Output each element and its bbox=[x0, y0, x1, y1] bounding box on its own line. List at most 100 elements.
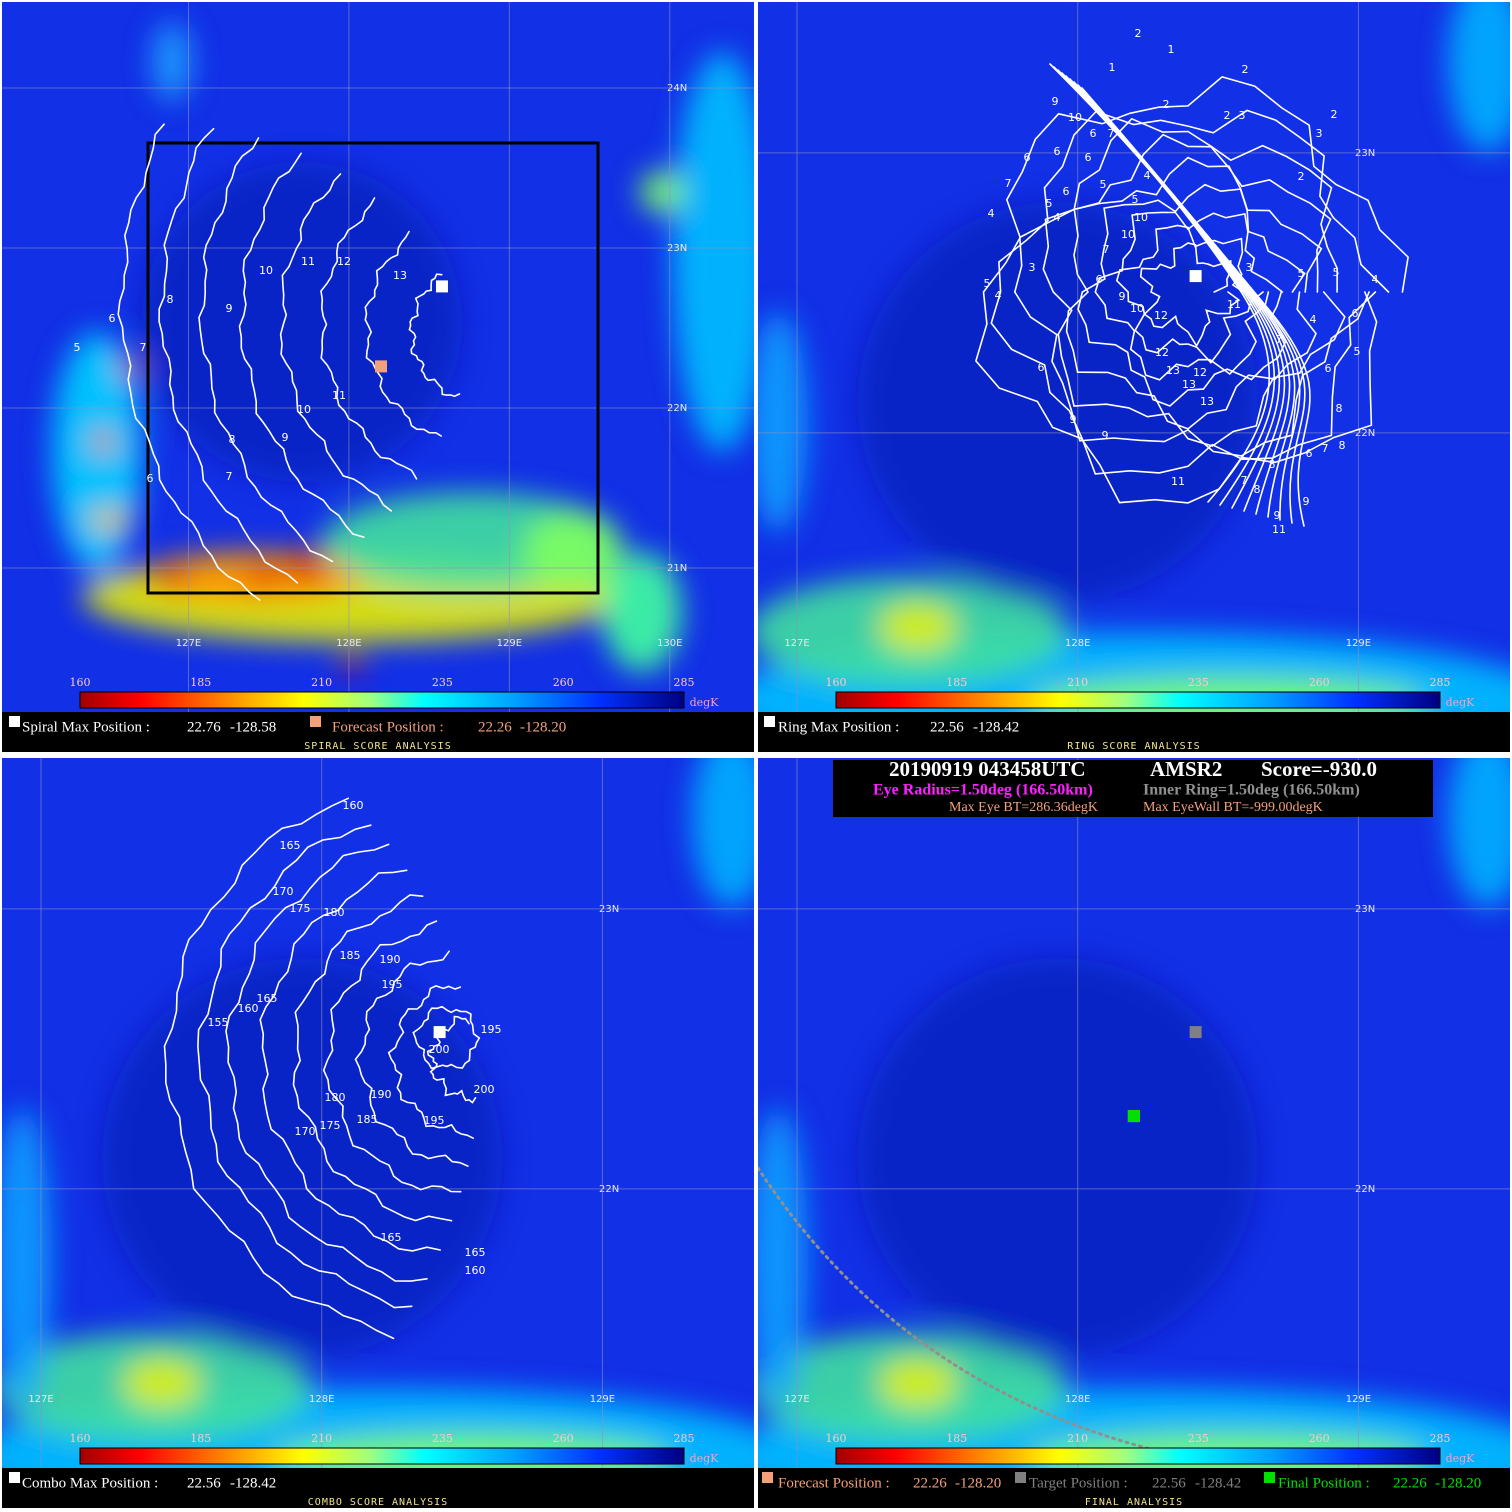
header-inner-ring: Inner Ring=1.50deg (166.50km) bbox=[1143, 782, 1360, 799]
contour-line bbox=[1013, 117, 1370, 457]
contour-line bbox=[117, 123, 261, 601]
colorbar-tick-label: 285 bbox=[674, 676, 695, 689]
header-eye-radius: Eye Radius=1.50deg (166.50km) bbox=[873, 782, 1093, 799]
contour-label: 9 bbox=[1303, 495, 1310, 508]
lat-label: 24N bbox=[667, 83, 687, 94]
contour-line bbox=[259, 869, 441, 1252]
lon-label: 128E bbox=[336, 638, 361, 649]
contour-line bbox=[1139, 242, 1241, 348]
lat-label: 22N bbox=[599, 1184, 619, 1195]
contour-label: 185 bbox=[340, 949, 361, 962]
legend-square bbox=[762, 1472, 773, 1483]
contour-label: 200 bbox=[429, 1043, 450, 1056]
position-lat: 22.56 bbox=[187, 1475, 221, 1491]
header-max-eye-bt: Max Eye BT=286.36degK bbox=[949, 800, 1098, 815]
colorbar-unit: degK bbox=[690, 1452, 720, 1465]
contour-line bbox=[197, 824, 413, 1309]
lat-label: 23N bbox=[1355, 148, 1375, 159]
contour-line bbox=[364, 230, 442, 437]
contour-label: 3 bbox=[1316, 127, 1323, 140]
contour-label: 6 bbox=[1054, 145, 1061, 158]
contour-label: 4 bbox=[988, 207, 995, 220]
brightness-patch bbox=[152, 22, 192, 102]
contour-label: 4 bbox=[1372, 273, 1379, 286]
header-max-eyewall-bt: Max EyeWall BT=-999.00degK bbox=[1143, 800, 1323, 815]
contour-label: 8 bbox=[229, 433, 236, 446]
contour-line bbox=[975, 76, 1409, 504]
brightness-patch bbox=[758, 1108, 808, 1408]
lon-label: 129E bbox=[497, 638, 522, 649]
contour-label: 170 bbox=[273, 885, 294, 898]
colorbar-tick-label: 210 bbox=[311, 1432, 332, 1445]
lat-label: 22N bbox=[1355, 1184, 1375, 1195]
brightness-patch bbox=[858, 958, 1258, 1358]
contour-label: 185 bbox=[357, 1113, 378, 1126]
header-sensor: AMSR2 bbox=[1150, 757, 1222, 781]
contour-label: 9 bbox=[1070, 413, 1077, 426]
brightness-patch bbox=[102, 958, 502, 1358]
lon-label: 127E bbox=[784, 638, 809, 649]
contour-label: 10 bbox=[1068, 111, 1082, 124]
legend-square bbox=[1264, 1472, 1275, 1483]
contour-label: 10 bbox=[1134, 211, 1148, 224]
brightness-patch bbox=[142, 162, 462, 482]
contour-label: 160 bbox=[343, 799, 364, 812]
contour-label: 12 bbox=[337, 255, 351, 268]
colorbar-tick-label: 185 bbox=[946, 676, 967, 689]
brightness-patch bbox=[758, 312, 808, 532]
position-lat: 22.56 bbox=[930, 719, 964, 735]
brightness-patch bbox=[88, 510, 132, 530]
lat-label: 22N bbox=[1355, 428, 1375, 439]
position-lon: -128.20 bbox=[955, 1475, 1001, 1491]
colorbar-tick-label: 260 bbox=[1309, 1432, 1330, 1445]
colorbar-tick-label: 210 bbox=[311, 676, 332, 689]
contour-label: 175 bbox=[320, 1119, 341, 1132]
forecast-track bbox=[758, 1166, 1190, 1460]
position-label: Target Position : bbox=[1029, 1475, 1128, 1491]
colorbar-tick-label: 185 bbox=[190, 676, 211, 689]
brightness-patch bbox=[1448, 758, 1510, 908]
contour-label: 5 bbox=[1298, 267, 1305, 280]
brightness-patch bbox=[858, 202, 1258, 602]
contour-label: 6 bbox=[1090, 127, 1097, 140]
brightness-patch bbox=[92, 432, 116, 452]
contour-label: 13 bbox=[1200, 395, 1214, 408]
position-label: Forecast Position : bbox=[778, 1475, 890, 1491]
contour-label: 7 bbox=[1241, 474, 1248, 487]
brightness-patch bbox=[672, 52, 754, 452]
position-lat: 22.76 bbox=[187, 719, 221, 735]
contour-label: 11 bbox=[301, 255, 315, 268]
contour-label: 9 bbox=[1274, 509, 1281, 522]
contour-label: 9 bbox=[1052, 95, 1059, 108]
contour-label: 195 bbox=[424, 1114, 445, 1127]
contour-label: 6 bbox=[1306, 447, 1313, 460]
position-marker bbox=[1189, 270, 1202, 283]
brightness-patch bbox=[522, 512, 622, 592]
lon-label: 127E bbox=[176, 638, 201, 649]
brightness-patch bbox=[340, 652, 364, 672]
contour-label: 2 bbox=[1298, 170, 1305, 183]
contour-label: 11 bbox=[1227, 298, 1241, 311]
lon-label: 129E bbox=[1346, 638, 1371, 649]
panel-title: COMBO SCORE ANALYSIS bbox=[308, 1497, 448, 1508]
contour-label: 180 bbox=[325, 1091, 346, 1104]
colorbar bbox=[835, 691, 1441, 709]
contour-line bbox=[320, 197, 418, 480]
header-box bbox=[833, 760, 1433, 817]
contour-label: 200 bbox=[474, 1083, 495, 1096]
contour-label: 2 bbox=[1331, 108, 1338, 121]
position-lat: 22.56 bbox=[1152, 1475, 1186, 1491]
lat-label: 23N bbox=[1355, 904, 1375, 915]
lat-label: 21N bbox=[667, 563, 687, 574]
contour-label: 7 bbox=[1108, 127, 1115, 140]
contour-label: 160 bbox=[465, 1264, 486, 1277]
position-marker bbox=[433, 1026, 446, 1039]
lat-label: 23N bbox=[667, 243, 687, 254]
contour-label: 10 bbox=[259, 264, 273, 277]
brightness-patch bbox=[878, 602, 958, 652]
contour-label: 6 bbox=[147, 472, 154, 485]
contour-label: 5 bbox=[1046, 197, 1053, 210]
